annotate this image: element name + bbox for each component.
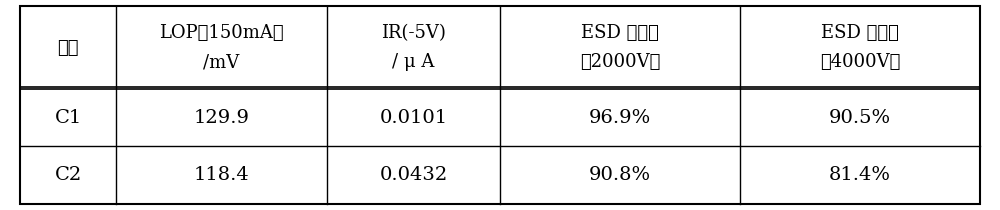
Text: 129.9: 129.9 <box>194 109 250 127</box>
Text: 0.0101: 0.0101 <box>380 109 448 127</box>
Text: 样品: 样品 <box>57 39 79 57</box>
Text: ESD 通过率: ESD 通过率 <box>821 24 899 42</box>
Text: 118.4: 118.4 <box>194 166 249 184</box>
Text: ESD 通过率: ESD 通过率 <box>581 24 659 42</box>
Text: 90.8%: 90.8% <box>589 166 651 184</box>
Text: IR(-5V): IR(-5V) <box>381 24 446 42</box>
Text: C1: C1 <box>54 109 82 127</box>
Text: （2000V）: （2000V） <box>580 54 660 71</box>
Text: 96.9%: 96.9% <box>589 109 651 127</box>
Text: 81.4%: 81.4% <box>829 166 891 184</box>
Text: 90.5%: 90.5% <box>829 109 891 127</box>
Text: / μ A: / μ A <box>392 54 435 71</box>
Text: /mV: /mV <box>203 54 240 71</box>
Text: （4000V）: （4000V） <box>820 54 900 71</box>
Text: 0.0432: 0.0432 <box>379 166 448 184</box>
Text: LOP（150mA）: LOP（150mA） <box>159 24 284 42</box>
Text: C2: C2 <box>54 166 82 184</box>
